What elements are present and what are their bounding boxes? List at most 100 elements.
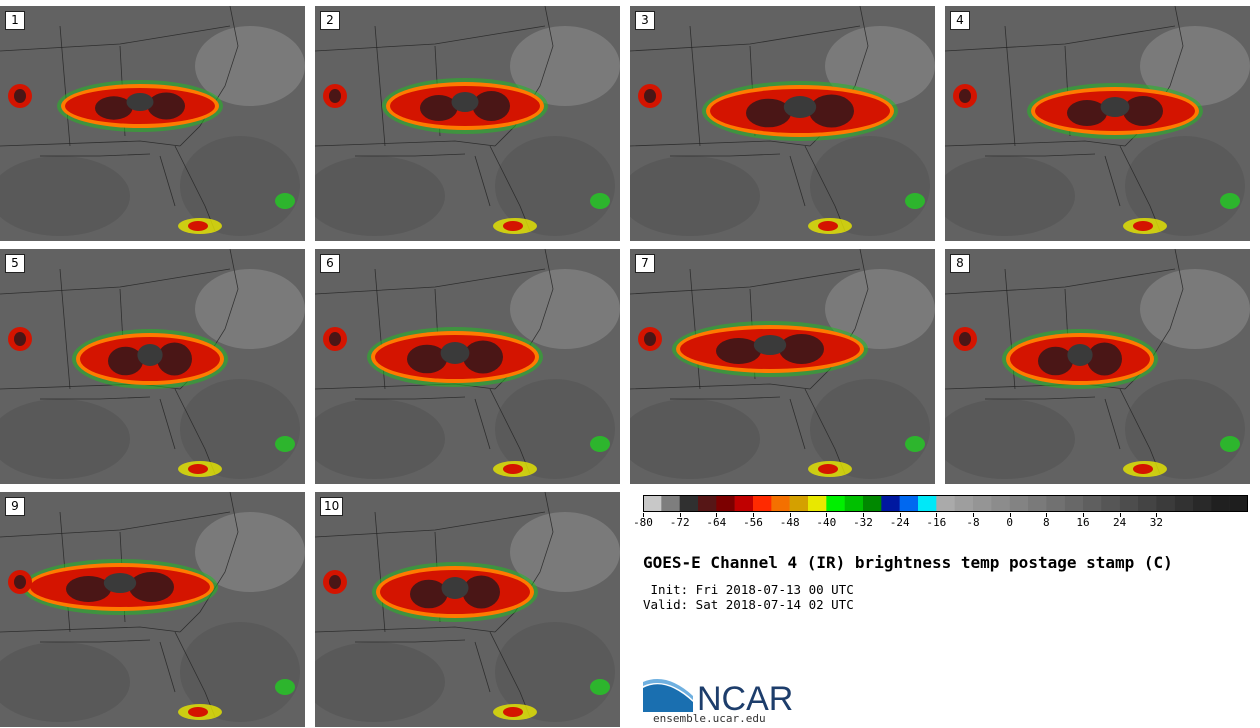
panel-number: 4 [950,11,970,30]
colorbar-swatch [918,495,937,512]
colorbar-swatch [1101,495,1120,512]
logo-url: ensemble.ucar.edu [653,712,766,725]
colorbar-tick-labels: -80 -72 -64 -56 -48 -40 -32 -24 -16 -8 0 8 16 24 32 [633,513,1253,533]
panel-number: 6 [320,254,340,273]
colorbar-tick [899,513,901,517]
colorbar-tick [1009,513,1011,517]
ir-map-8 [945,249,1250,484]
panel-number: 9 [5,497,25,516]
colorbar-tick [826,513,828,517]
colorbar-label: -24 [889,516,910,529]
colorbar-swatch [716,495,735,512]
colorbar-swatch [1119,495,1139,512]
colorbar-tick [716,513,718,517]
colorbar-swatch [1009,495,1029,512]
colorbar-tick [643,513,644,517]
colorbar-swatch [771,495,790,512]
colorbar-tick [1156,513,1158,517]
colorbar-swatch [1156,495,1175,512]
colorbar-swatch [734,495,754,512]
colorbar-label: 24 [1113,516,1127,529]
colorbar-swatch [1174,495,1194,512]
colorbar-tick [679,513,681,517]
ir-panel-8: 8 [945,249,1250,484]
colorbar-label: -40 [816,516,837,529]
ir-panel-3: 3 [630,6,935,241]
colorbar-label: -32 [853,516,873,529]
colorbar-border [643,495,1248,512]
ir-panel-5: 5 [0,249,305,484]
init-time: Init: Fri 2018-07-13 00 UTC [643,582,854,597]
panel-number: 5 [5,254,25,273]
colorbar-tick [1083,513,1084,517]
ir-map-10 [315,492,620,727]
valid-time: Valid: Sat 2018-07-14 02 UTC [643,597,854,612]
colorbar-swatch [1046,495,1065,512]
colorbar-tick [1046,513,1048,517]
ir-panel-6: 6 [315,249,620,484]
ir-map-3 [630,6,935,241]
colorbar-label: -48 [779,516,800,529]
colorbar-tick [936,513,938,517]
colorbar-swatch [808,495,827,512]
ir-panel-10: 10 [315,492,620,727]
panel-number: 10 [320,497,344,516]
ir-map-7 [630,249,935,484]
colorbar-swatch [954,495,974,512]
colorbar-swatch [973,495,992,512]
ir-panel-2: 2 [315,6,620,241]
ir-panel-7: 7 [630,249,935,484]
colorbar-label: -8 [966,516,980,529]
colorbar-swatch [698,495,717,512]
colorbar-tick [1119,513,1121,517]
colorbar-swatch [844,495,864,512]
colorbar-swatch [679,495,699,512]
colorbar-swatch [1083,495,1102,512]
panel-number: 3 [635,11,655,30]
colorbar-tick [753,513,754,517]
logo-text: NCAR [697,680,793,718]
colorbar-label: -16 [926,516,947,529]
ncar-logo: NCAR [643,679,793,718]
colorbar-label: 32 [1149,516,1163,529]
colorbar-swatch [991,495,1010,512]
ir-panel-9: 9 [0,492,305,727]
figure-title: GOES-E Channel 4 (IR) brightness temp po… [643,553,1173,572]
panel-number: 8 [950,254,970,273]
colorbar-swatch [899,495,919,512]
colorbar-swatch [863,495,882,512]
panel-number: 7 [635,254,655,273]
colorbar-swatch [1229,495,1248,512]
colorbar-label: -80 [633,516,653,529]
colorbar-swatch [1193,495,1212,512]
colorbar-label: 16 [1076,516,1090,529]
colorbar-swatch [753,495,772,512]
colorbar-label: -56 [743,516,763,529]
colorbar-swatch [1028,495,1047,512]
colorbar-label: 0 [1006,516,1013,529]
panel-number: 1 [5,11,25,30]
temperature-colorbar [643,495,1248,512]
colorbar-swatch [661,495,680,512]
ir-map-6 [315,249,620,484]
colorbar-swatch [1211,495,1230,512]
colorbar-swatch [936,495,955,512]
colorbar-tick [973,513,974,517]
colorbar-label: -72 [669,516,690,529]
colorbar-swatch [789,495,809,512]
ir-map-1 [0,6,305,241]
colorbar-swatch [1064,495,1084,512]
ir-map-5 [0,249,305,484]
colorbar-swatch [1138,495,1157,512]
panel-number: 2 [320,11,340,30]
colorbar-swatch [826,495,845,512]
colorbar-swatch [643,495,662,512]
ir-panel-4: 4 [945,6,1250,241]
colorbar-swatch [881,495,900,512]
colorbar-label: -64 [706,516,727,529]
ir-map-4 [945,6,1250,241]
ir-panel-1: 1 [0,6,305,241]
colorbar-label: 8 [1043,516,1050,529]
ir-map-2 [315,6,620,241]
ir-map-9 [0,492,305,727]
